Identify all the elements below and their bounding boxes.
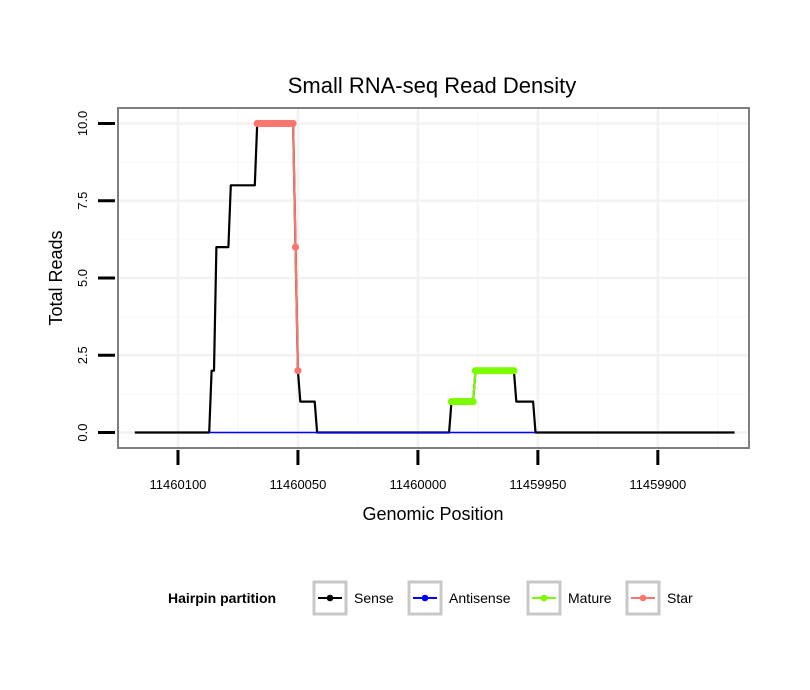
y-tick-label: 7.5 [75,192,90,210]
legend-title: Hairpin partition [168,590,276,606]
legend-label: Sense [354,590,394,606]
data-point-star [291,243,300,251]
x-tick-label: 11460100 [150,477,207,492]
series-line-sense [134,122,735,434]
gridlines [118,108,749,448]
data-point-mature [469,398,477,406]
y-axis: 0.0 2.5 5.0 7.5 10.0 [75,111,115,442]
legend: Hairpin partition Sense Antisense Mature St… [168,580,693,616]
data-point-star [294,367,302,375]
legend-item-antisense: Antisense [407,580,511,616]
chart-title: Small RNA-seq Read Density [288,73,577,98]
legend-label: Antisense [449,590,511,606]
legend-key-point [326,594,334,602]
legend-key-point [639,594,647,602]
x-tick-label: 11460050 [270,477,327,492]
series-layer [134,119,735,434]
x-axis-title: Genomic Position [362,504,503,524]
x-tick-label: 11459950 [509,477,566,492]
legend-item-sense: Sense [312,580,394,616]
legend-item-star: Star [625,580,693,616]
panel-border [117,107,750,449]
x-tick-label: 11460000 [389,477,446,492]
y-tick-label: 5.0 [75,269,90,287]
data-point-mature [510,367,518,375]
x-tick-label: 11459900 [629,477,686,492]
y-axis-title: Total Reads [46,230,66,325]
data-point-star [289,119,297,128]
legend-label: Star [667,590,693,606]
y-tick-label: 2.5 [75,346,90,364]
legend-item-mature: Mature [526,580,612,616]
y-tick-label: 0.0 [75,424,90,442]
legend-key-point [421,594,429,602]
legend-key-point [540,594,548,602]
legend-label: Mature [568,590,612,606]
x-axis: 11460100 11460050 11460000 11459950 11459900 [150,450,686,492]
y-tick-label: 10.0 [75,111,90,136]
